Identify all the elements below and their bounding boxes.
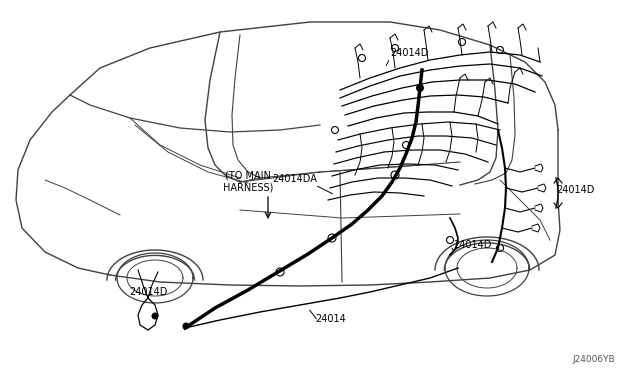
Text: 24014DA: 24014DA xyxy=(272,174,317,184)
Circle shape xyxy=(182,323,189,330)
Text: 24014D: 24014D xyxy=(453,240,492,250)
Text: 24014D: 24014D xyxy=(556,185,595,195)
Text: 24014D: 24014D xyxy=(129,287,167,297)
Text: 24014D: 24014D xyxy=(390,48,428,58)
Circle shape xyxy=(416,84,424,92)
Text: 24014: 24014 xyxy=(315,314,346,324)
Text: (TO MAIN
HARNESS): (TO MAIN HARNESS) xyxy=(223,170,273,192)
Text: J24006YB: J24006YB xyxy=(572,355,615,364)
Circle shape xyxy=(152,312,159,320)
